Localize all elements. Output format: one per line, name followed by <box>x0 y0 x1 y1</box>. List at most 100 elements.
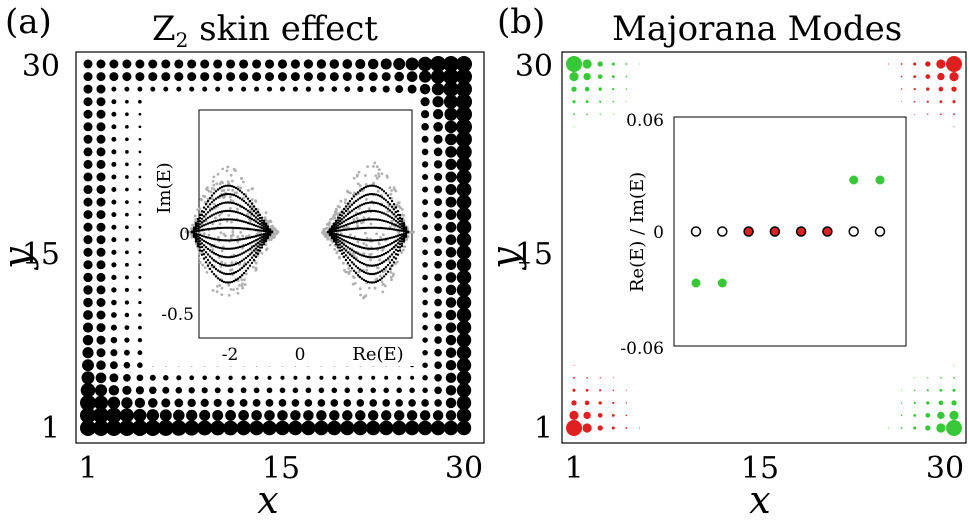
spectrum-point <box>243 278 246 281</box>
lattice-site <box>111 212 116 217</box>
lattice-site <box>215 387 221 393</box>
mode-site-green <box>925 425 930 430</box>
lattice-site <box>139 163 142 166</box>
lattice-site <box>111 312 117 318</box>
spectrum-point <box>194 218 197 221</box>
panel-a-inset-frame <box>199 110 412 338</box>
spectrum-point <box>194 215 197 218</box>
lattice-site <box>433 109 443 119</box>
lattice-site <box>288 421 302 435</box>
spectrum-point <box>231 185 233 187</box>
lattice-site <box>148 398 158 408</box>
lattice-site <box>124 350 130 356</box>
lattice-site <box>111 262 116 267</box>
spectrum-point <box>387 194 389 196</box>
spectrum-point <box>221 249 224 252</box>
lattice-site <box>305 399 313 407</box>
lattice-site <box>316 410 327 421</box>
mode-site-green <box>573 126 574 127</box>
mode-site-red <box>572 389 575 392</box>
lattice-site <box>148 60 157 69</box>
lattice-site <box>176 375 181 380</box>
spectrum-point <box>395 253 397 255</box>
spectrum-point <box>230 199 233 202</box>
lattice-site <box>434 324 442 332</box>
panel-a-inset-ylabel: Im(E) <box>154 162 175 213</box>
panel-a-inset-xtick-neg2: -2 <box>222 345 239 365</box>
spectrum-point <box>271 231 273 233</box>
spectrum-point <box>217 277 219 279</box>
spectrum-point <box>209 203 211 205</box>
spectrum-point <box>237 292 240 295</box>
lattice-site <box>210 421 225 436</box>
spectrum-point <box>271 227 274 230</box>
spectrum-point <box>243 258 245 260</box>
lattice-site <box>422 212 428 218</box>
lattice-site <box>457 220 472 235</box>
lattice-site <box>280 87 285 92</box>
mode-site-green <box>901 390 902 391</box>
spectrum-point <box>213 199 215 201</box>
lattice-site <box>434 374 442 382</box>
lattice-site <box>236 421 251 436</box>
spectrum-point <box>353 257 355 259</box>
spectrum-point <box>247 204 249 206</box>
spectrum-point <box>201 229 203 231</box>
spectrum-point <box>345 245 347 247</box>
panel-b-inset-ytick-mid: 0 <box>653 223 664 243</box>
lattice-site <box>446 322 456 332</box>
spectrum-point <box>249 200 251 202</box>
lattice-site <box>410 376 414 380</box>
lattice-site <box>83 285 92 294</box>
spectrum-point <box>261 246 263 248</box>
spectrum-point <box>207 200 209 202</box>
spectrum-point <box>351 198 353 200</box>
spectrum-point <box>243 221 245 223</box>
spectrum-point <box>359 287 362 290</box>
lattice-site <box>290 410 301 421</box>
spectrum-point <box>351 204 353 206</box>
spectrum-point <box>349 200 351 202</box>
lattice-site <box>254 87 259 92</box>
mode-site-red <box>639 427 640 428</box>
spectrum-point <box>390 276 393 279</box>
spectrum-point <box>191 224 194 227</box>
inset-point-red <box>823 227 832 236</box>
spectrum-point <box>251 257 253 259</box>
lattice-site <box>457 383 471 397</box>
spectrum-point <box>339 214 341 216</box>
spectrum-point <box>193 236 195 238</box>
lattice-site <box>138 288 141 291</box>
lattice-site <box>94 396 108 410</box>
spectrum-point <box>367 272 369 274</box>
spectrum-point <box>214 217 217 220</box>
spectrum-point <box>375 256 377 258</box>
lattice-site <box>139 188 142 191</box>
spectrum-point <box>233 255 235 257</box>
spectrum-point <box>401 243 403 245</box>
lattice-site <box>306 388 312 394</box>
lattice-site <box>421 399 429 407</box>
mode-site-red <box>598 413 603 418</box>
spectrum-point <box>253 205 255 207</box>
lattice-site <box>83 298 93 308</box>
spectrum-point <box>359 190 361 192</box>
lattice-site <box>138 263 141 266</box>
spectrum-point <box>201 264 204 267</box>
lattice-site <box>342 410 352 420</box>
lattice-site <box>446 247 457 258</box>
spectrum-point <box>374 287 377 290</box>
mode-site-red <box>612 426 615 429</box>
spectrum-point <box>363 295 366 298</box>
spectrum-point <box>225 273 227 275</box>
spectrum-point <box>345 236 347 238</box>
spectrum-point <box>375 264 377 266</box>
lattice-site <box>97 285 106 294</box>
spectrum-point <box>353 270 355 272</box>
spectrum-point <box>237 270 239 272</box>
mode-site-green <box>573 113 575 115</box>
spectrum-point <box>209 268 211 270</box>
mode-site-green <box>927 389 929 391</box>
spectrum-point <box>247 261 249 263</box>
spectrum-point <box>205 241 207 243</box>
